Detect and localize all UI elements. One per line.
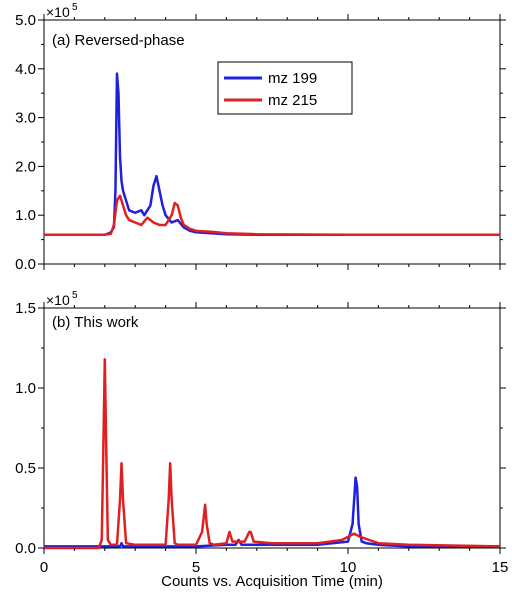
y-tick-label-a-4: 4.0 <box>15 61 36 78</box>
series-line-b-mz215 <box>44 357 501 550</box>
legend-label-mz199: mz 199 <box>268 70 317 87</box>
y-tick-label-a-0: 0.0 <box>15 256 36 273</box>
panel-b-frame <box>43 307 501 549</box>
panel-a-ticks: 0.0 1.0 2.0 3.0 4.0 5.0 <box>15 12 506 273</box>
panel-a-reversed-phase: 0.0 1.0 2.0 3.0 4.0 5.0 (a) Reversed-phase ×1… <box>15 2 506 273</box>
panel-b-this-work: 0 5 10 15 0.0 0.5 1.0 1.5 (b) This work ×10 5 C… <box>15 290 508 590</box>
panel-b-ticks: 0 5 10 15 0.0 0.5 1.0 1.5 <box>15 300 508 576</box>
y-tick-label-a-3: 3.0 <box>15 110 36 127</box>
panel-a-label: (a) Reversed-phase <box>52 32 185 49</box>
panel-a-multiplier-base: ×10 <box>46 4 70 20</box>
panel-b-multiplier: ×10 5 <box>46 290 78 308</box>
y-tick-label-b-0: 0.0 <box>15 540 36 557</box>
y-tick-label-a-1: 1.0 <box>15 207 36 224</box>
x-tick-label-0: 0 <box>40 559 48 576</box>
x-tick-label-3: 15 <box>492 559 509 576</box>
panel-a-multiplier: ×10 5 <box>46 2 78 20</box>
series-line-a-mz215 <box>44 194 500 236</box>
series-line-a-mz199 <box>44 72 500 236</box>
x-tick-label-2: 10 <box>340 559 357 576</box>
y-tick-label-b-3: 1.5 <box>15 300 36 317</box>
panel-b-label: (b) This work <box>52 314 139 331</box>
legend-box <box>217 61 353 115</box>
x-tick-label-1: 5 <box>192 559 200 576</box>
panel-a-curves <box>44 72 500 236</box>
y-tick-label-a-2: 2.0 <box>15 158 36 175</box>
y-tick-label-b-1: 0.5 <box>15 460 36 477</box>
panel-b-multiplier-base: ×10 <box>46 292 70 308</box>
panel-a-multiplier-exp: 5 <box>72 2 78 13</box>
x-axis-title: Counts vs. Acquisition Time (min) <box>161 573 383 590</box>
y-tick-label-b-2: 1.0 <box>15 380 36 397</box>
legend-label-mz215: mz 215 <box>268 92 317 109</box>
panel-b-multiplier-exp: 5 <box>72 290 78 301</box>
y-tick-label-a-5: 5.0 <box>15 12 36 29</box>
panel-b-curves <box>44 357 501 550</box>
series-line-b-mz199 <box>44 476 500 548</box>
legend: mz 199 mz 215 <box>217 61 353 115</box>
